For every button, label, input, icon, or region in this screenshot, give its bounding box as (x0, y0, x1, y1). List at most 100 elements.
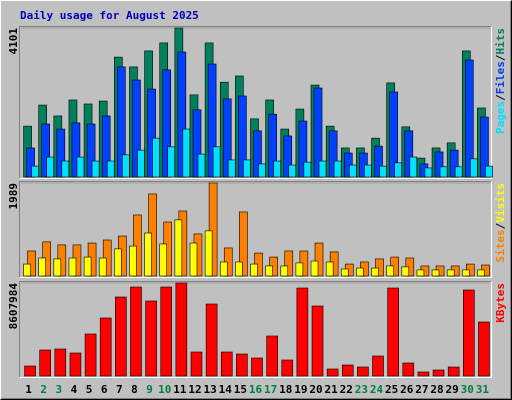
bar (204, 230, 213, 277)
bar (83, 256, 92, 277)
bar (61, 160, 70, 178)
x-tick-label: 27 (415, 383, 428, 396)
x-tick-label: 21 (325, 383, 339, 396)
x-tick-label: 10 (158, 383, 171, 396)
x-tick-label: 9 (146, 383, 153, 396)
legend-entry: KBytes (494, 283, 507, 323)
bar (208, 182, 218, 277)
bar (147, 88, 156, 178)
bar (101, 115, 111, 178)
legend: Pages/Files/Hits (494, 28, 507, 134)
bar (189, 242, 198, 277)
bar (288, 164, 297, 178)
y-tick-label: 8607984 (7, 283, 20, 330)
bar (394, 162, 402, 178)
x-tick-label: 5 (86, 383, 93, 396)
x-tick-label: 1 (25, 383, 32, 396)
legend-entry: Files (494, 61, 507, 94)
y-tick-label: 1989 (7, 183, 20, 210)
x-tick-label: 31 (476, 383, 490, 396)
legend-entry: Visits (494, 183, 507, 223)
bar (477, 269, 485, 277)
bar (258, 163, 266, 178)
panel-bevel-dark (19, 26, 492, 179)
x-tick-label: 16 (249, 383, 263, 396)
x-tick-label: 4 (71, 383, 78, 396)
bar (318, 160, 327, 178)
bar (159, 243, 168, 277)
bar (374, 145, 383, 178)
bar (56, 128, 66, 178)
bar (197, 153, 206, 178)
bar (447, 366, 460, 377)
bar (478, 321, 490, 377)
bar (298, 120, 308, 178)
x-tick-label: 14 (219, 383, 233, 396)
bar (364, 164, 372, 178)
bar (253, 130, 262, 178)
legend: KBytes (494, 283, 507, 323)
bar (416, 269, 425, 277)
x-tick-label: 7 (116, 383, 123, 396)
x-tick-label: 8 (131, 383, 138, 396)
bar (387, 287, 399, 377)
bar (470, 158, 478, 178)
x-tick-label: 15 (234, 383, 247, 396)
bar (431, 269, 440, 277)
bar (434, 151, 444, 178)
bar (273, 160, 281, 178)
bar (31, 165, 39, 178)
y-tick-label: 4101 (7, 28, 20, 55)
panel-bevel-dark (19, 181, 492, 278)
bar (130, 286, 142, 377)
bar (117, 66, 126, 178)
bar (325, 261, 334, 277)
bar (182, 128, 191, 178)
x-tick-label: 2 (40, 383, 47, 396)
bar (251, 357, 263, 377)
bar (235, 261, 243, 277)
bar (98, 257, 107, 277)
bar (23, 263, 31, 277)
bar (174, 219, 183, 277)
bar (86, 123, 96, 178)
bar (280, 265, 289, 277)
bar (41, 123, 50, 178)
bar (238, 95, 247, 178)
bar (69, 352, 82, 377)
bar (115, 296, 127, 377)
bar (152, 137, 160, 178)
bar (449, 149, 459, 178)
bar (220, 351, 233, 377)
bar (485, 165, 493, 178)
bar (480, 116, 489, 178)
bar (39, 349, 51, 377)
x-tick-label: 24 (370, 383, 384, 396)
bar (68, 257, 77, 277)
x-tick-label: 13 (203, 383, 216, 396)
bar (132, 79, 141, 178)
bar (53, 258, 62, 277)
bar (243, 159, 251, 178)
bar (295, 262, 304, 277)
bar (303, 161, 312, 178)
bar (239, 211, 248, 277)
legend-separator: / (494, 222, 507, 229)
bar (84, 333, 97, 377)
bar (424, 167, 433, 178)
bar (144, 232, 152, 277)
bar (357, 366, 369, 377)
bar (76, 156, 85, 178)
bar (133, 214, 142, 277)
bar (340, 268, 349, 277)
x-tick-label: 28 (430, 383, 443, 396)
legend-entry: Hits (494, 28, 507, 55)
x-tick-label: 19 (294, 383, 307, 396)
bar (284, 250, 294, 277)
bar (268, 113, 277, 178)
panel-bevel-light (19, 181, 492, 278)
bar (54, 348, 67, 377)
bar (432, 369, 445, 377)
bar (207, 63, 217, 178)
